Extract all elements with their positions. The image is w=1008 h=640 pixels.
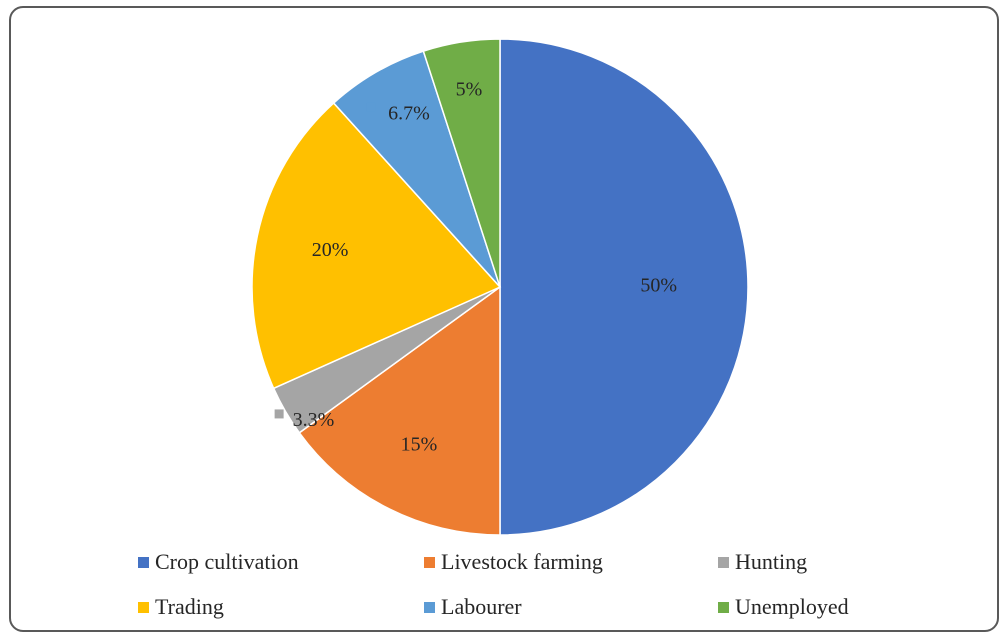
legend-label: Labourer (441, 594, 522, 619)
pie-slice-crop-cultivation (499, 38, 749, 536)
data-label: 15% (401, 434, 438, 456)
label-leader-marker (274, 409, 284, 419)
legend-swatch (424, 556, 435, 568)
legend-label: Trading (155, 594, 224, 619)
legend-swatch (718, 556, 729, 568)
legend-swatch (138, 601, 149, 613)
data-label: 6.7% (388, 103, 430, 125)
pie-slice-trading (251, 101, 502, 390)
legend-item: Hunting (718, 549, 807, 575)
legend-swatch (138, 556, 149, 568)
legend-label: Livestock farming (441, 549, 603, 574)
pie-slice-livestock-farming (298, 285, 501, 536)
legend-item: Unemployed (718, 594, 849, 620)
legend-item: Trading (138, 594, 224, 620)
legend-label: Crop cultivation (155, 549, 299, 574)
legend-item: Crop cultivation (138, 549, 299, 575)
legend-label: Unemployed (735, 594, 849, 619)
legend-swatch (718, 601, 729, 613)
data-label: 50% (640, 275, 677, 297)
pie-slice-unemployed (422, 38, 501, 288)
legend-label: Hunting (735, 549, 808, 574)
legend-item: Livestock farming (424, 549, 603, 575)
data-label: 3.3% (293, 409, 335, 431)
data-label: 5% (456, 79, 483, 101)
legend-item: Labourer (424, 594, 522, 620)
label-leader-marker (366, 102, 376, 112)
legend-swatch (424, 601, 435, 613)
data-label: 20% (312, 239, 349, 261)
